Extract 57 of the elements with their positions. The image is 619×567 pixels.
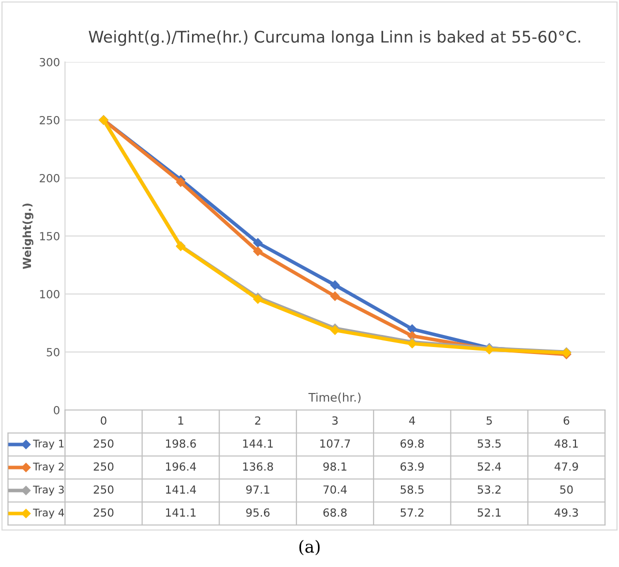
data-label: 70.4 [324,485,347,494]
data-label: 48.1 [554,439,578,448]
data-label: 250 [94,508,114,517]
data-label: 49.3 [554,508,578,517]
legend-label: Tray 1 [32,440,64,450]
y-tick-label: 0 [54,406,60,414]
data-label: 52.1 [478,508,501,517]
data-label: 196.4 [166,462,196,471]
data-label: 141.4 [166,485,196,494]
point [330,292,340,301]
x-tick-label: 4 [409,416,416,425]
x-tick-label: 0 [100,416,106,425]
data-label: 95.6 [246,508,270,517]
x-tick-label: 5 [486,416,492,425]
point [253,246,262,256]
x-tick-label: 3 [332,416,338,425]
data-label: 250 [94,485,114,494]
y-axis-title: Weight(g.) [22,204,34,270]
x-tick-label: 1 [178,416,184,425]
text: (a) [299,540,320,556]
data-label: 107.7 [320,439,350,448]
data-label: 58.5 [400,485,424,494]
point [330,280,340,290]
x-tick-label: 2 [255,416,260,425]
data-label: 68.8 [323,508,347,517]
data-label: 63.9 [400,462,424,471]
legend-label: Tray 2 [32,462,64,473]
data-label: 53.2 [478,485,501,494]
legend-label: Tray 3 [32,486,64,496]
data-label: 250 [94,462,114,471]
point [253,238,262,248]
data-label: 50 [560,485,573,494]
data-label: 98.1 [323,462,346,471]
data-label: 97.1 [246,485,270,494]
legend-label: Tray 4 [32,508,64,519]
chart-title: Weight(g.)/Time(hr.) Curcuma longa Linn is baked at 55-60°C. [88,30,580,46]
data-label: 198.6 [166,439,196,448]
y-tick-label: 200 [40,174,60,182]
y-tick-label: 100 [40,290,60,298]
x-axis-title: Time(hr.) [308,392,361,404]
point [330,326,340,335]
data-label: 136.8 [243,462,273,471]
data-label: 69.8 [400,439,424,448]
y-tick-label: 300 [40,58,60,66]
y-tick-label: 250 [40,116,60,124]
point [408,324,417,334]
data-label: 52.4 [478,462,502,471]
y-tick-label: 150 [40,232,60,240]
x-tick-label: 6 [564,416,570,425]
point [176,178,186,187]
data-label: 53.5 [478,439,501,448]
data-label: 250 [94,439,114,448]
data-label: 57.2 [400,508,424,517]
data-label: 47.9 [554,462,578,471]
y-tick-label: 50 [46,348,60,356]
data-label: 141.1 [166,508,196,517]
data-label: 144.1 [243,439,273,448]
